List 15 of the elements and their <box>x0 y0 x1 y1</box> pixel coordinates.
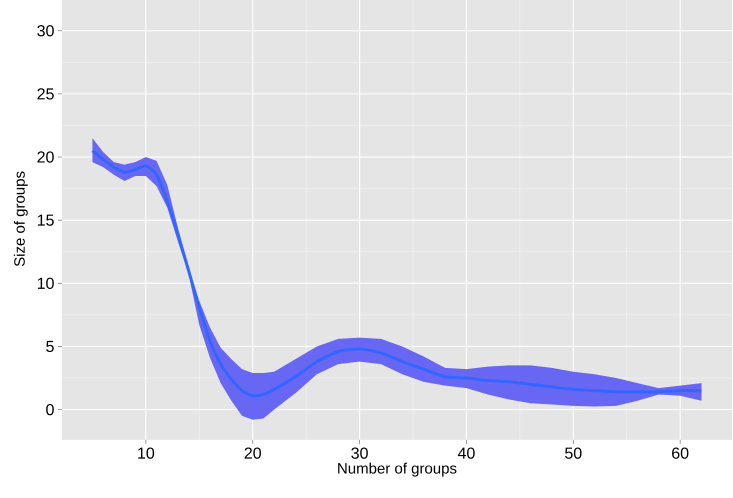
y-tick-label: 5 <box>46 340 54 352</box>
x-tick-label: 40 <box>458 447 475 459</box>
y-tick-label: 15 <box>38 214 54 226</box>
y-tick-label: 20 <box>37 151 54 163</box>
x-tick-label: 10 <box>138 447 154 459</box>
y-tick-label: 0 <box>46 404 54 416</box>
y-tick-label: 10 <box>38 278 54 289</box>
x-tick-label: 30 <box>351 447 368 459</box>
x-tick-label: 60 <box>672 447 688 459</box>
y-axis-title: Size of groups <box>14 172 28 266</box>
x-axis-title: Number of groups <box>338 462 456 477</box>
x-tick-label: 20 <box>244 447 261 459</box>
x-tick-label: 50 <box>565 447 582 459</box>
y-tick-label: 25 <box>37 88 54 100</box>
y-tick-label: 30 <box>37 25 54 36</box>
